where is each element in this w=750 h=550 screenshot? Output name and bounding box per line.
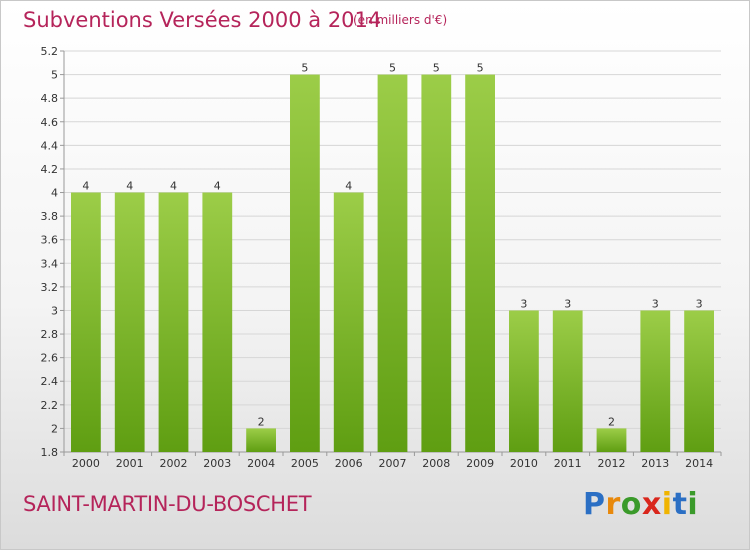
- y-tick-label: 3.8: [41, 210, 59, 223]
- y-tick-label: 2.8: [41, 328, 59, 341]
- y-tick-label: 4.4: [41, 139, 59, 152]
- y-tick-label: 2.2: [41, 399, 59, 412]
- data-labels: 4 4 4 4 2 5 4 5 5 5 3 3 2 3 3: [82, 62, 702, 429]
- y-tick-label: 4: [51, 187, 58, 200]
- bar-2002: [158, 192, 189, 452]
- bar-2011: [552, 310, 583, 452]
- bar-2005: [290, 74, 320, 453]
- x-tick-label-2006: 2006: [335, 457, 363, 470]
- data-label-2004: 2: [258, 415, 265, 428]
- data-label-2001: 4: [126, 180, 133, 193]
- bar-2010: [509, 310, 539, 452]
- bar-2007: [377, 74, 408, 453]
- x-tick-label-2002: 2002: [160, 457, 188, 470]
- y-tick-label: 3: [51, 304, 58, 317]
- logo-letter: i: [661, 487, 673, 522]
- data-label-2006: 4: [345, 180, 352, 193]
- bar-2008: [421, 74, 452, 453]
- y-tick-label: 3.4: [41, 257, 59, 270]
- bar-2013: [640, 310, 671, 452]
- x-tick-label-2005: 2005: [291, 457, 319, 470]
- x-tick-label-2007: 2007: [379, 457, 407, 470]
- data-label-2011: 3: [564, 297, 571, 310]
- data-label-2008: 5: [433, 62, 440, 75]
- data-label-2014: 3: [696, 297, 703, 310]
- bars: [71, 74, 714, 453]
- x-tick-label-2008: 2008: [422, 457, 450, 470]
- x-tick-label-2000: 2000: [72, 457, 100, 470]
- y-tick-label: 3.2: [41, 281, 59, 294]
- bar-2000: [71, 192, 101, 452]
- y-tick-label: 1.8: [41, 446, 59, 459]
- x-tick-label-2014: 2014: [685, 457, 713, 470]
- logo-letter: o: [620, 487, 642, 522]
- data-label-2010: 3: [520, 297, 527, 310]
- data-label-2002: 4: [170, 180, 177, 193]
- data-label-2009: 5: [477, 62, 484, 75]
- y-tick-label: 4.8: [41, 92, 59, 105]
- x-tick-label-2004: 2004: [247, 457, 275, 470]
- chart-unit: (en milliers d'€): [353, 13, 448, 27]
- y-tick-label: 3.6: [41, 234, 59, 247]
- logo-letter: x: [641, 487, 662, 522]
- bar-2009: [465, 74, 495, 453]
- data-label-2007: 5: [389, 62, 396, 75]
- x-tick-label-2011: 2011: [554, 457, 582, 470]
- y-axis-ticks: 1.8 2 2.2 2.4 2.6 2.8 3 3.2 3.4 3.6 3.8 4 4.2 4.4 4.6 4…: [41, 45, 64, 459]
- logo-letter: i: [687, 487, 699, 522]
- logo-letter: r: [605, 487, 621, 522]
- x-tick-label-2010: 2010: [510, 457, 538, 470]
- commune-name: SAINT-MARTIN-DU-BOSCHET: [23, 492, 312, 516]
- data-label-2012: 2: [608, 415, 615, 428]
- data-label-2000: 4: [82, 180, 89, 193]
- y-tick-label: 4.6: [41, 116, 59, 129]
- bar-2014: [684, 310, 714, 452]
- proxiti-logo[interactable]: Proxiti: [583, 487, 698, 522]
- y-tick-label: 5: [51, 69, 58, 82]
- bar-2006: [333, 192, 364, 452]
- y-tick-label: 2.6: [41, 352, 59, 365]
- x-axis-ticks: 2000 2001 2002 2003 2004 2005 2006 2007 2008 2009…: [63, 452, 722, 470]
- x-tick-label-2003: 2003: [203, 457, 231, 470]
- data-label-2005: 5: [301, 62, 308, 75]
- x-tick-label-2009: 2009: [466, 457, 494, 470]
- bar-2003: [202, 192, 233, 452]
- bar-2001: [114, 192, 145, 452]
- y-tick-label: 4.2: [41, 163, 59, 176]
- x-tick-label-2013: 2013: [641, 457, 669, 470]
- bar-2012: [596, 428, 627, 452]
- y-tick-label: 2: [51, 422, 58, 435]
- logo-letter: P: [583, 487, 606, 522]
- x-tick-label-2001: 2001: [116, 457, 144, 470]
- chart-title: Subventions Versées 2000 à 2014: [23, 8, 382, 32]
- y-tick-label: 5.2: [41, 45, 59, 58]
- x-tick-label-2012: 2012: [598, 457, 626, 470]
- data-label-2013: 3: [652, 297, 659, 310]
- data-label-2003: 4: [214, 180, 221, 193]
- bar-2004: [246, 428, 276, 452]
- logo-letter: t: [672, 487, 688, 522]
- y-tick-label: 2.4: [41, 375, 59, 388]
